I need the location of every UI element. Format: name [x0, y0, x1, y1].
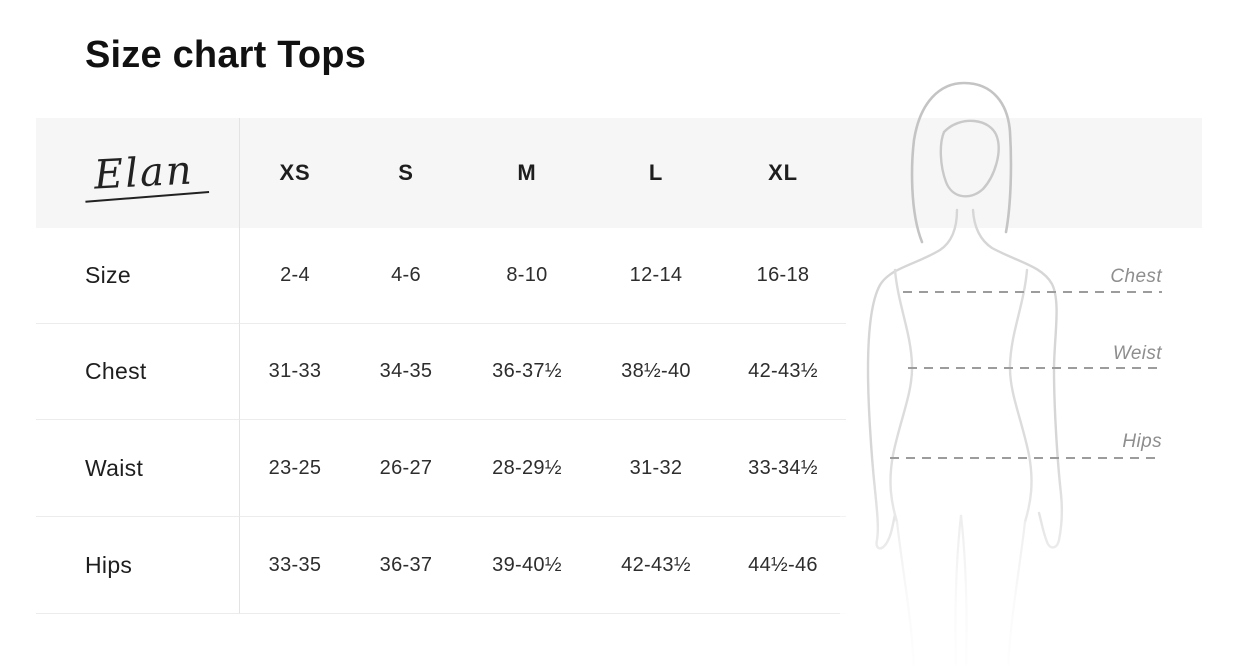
brand-logo: Elan	[85, 147, 209, 203]
row-label-waist: Waist	[36, 420, 240, 517]
figure-fade-overlay	[840, 450, 1180, 666]
page-title: Size chart Tops	[85, 34, 367, 76]
table-cell: 31-33	[240, 324, 350, 420]
table-cell: 36-37	[350, 517, 462, 614]
table-cell: 42-43½	[720, 324, 846, 420]
column-header-s: S	[398, 160, 414, 185]
brand-logo-cell: Elan	[36, 118, 240, 228]
hips-measure-label: Hips	[1122, 431, 1162, 452]
table-cell: 34-35	[350, 324, 462, 420]
brand-logo-text: Elan	[92, 147, 195, 199]
table-cell: 42-43½	[592, 517, 720, 614]
figure-hair	[910, 81, 1013, 244]
table-cell: 38½-40	[592, 324, 720, 420]
table-header-band	[36, 118, 1202, 228]
column-header-xs: XS	[279, 160, 311, 185]
figure-face	[939, 119, 1000, 198]
column-header-xl: XL	[768, 160, 798, 185]
row-label-hips: Hips	[36, 517, 240, 614]
size-chart-table: Elan XS S M L XL Size 2-4 4-6 8-10 12-14…	[36, 118, 846, 614]
table-cell: 33-35	[240, 517, 350, 614]
table-cell: 23-25	[240, 420, 350, 517]
row-label-size: Size	[36, 228, 240, 324]
column-header-l: L	[648, 160, 664, 185]
chest-measure-label: Chest	[1110, 266, 1162, 287]
table-cell: 26-27	[350, 420, 462, 517]
table-cell: 36-37½	[462, 324, 592, 420]
table-cell: 44½-46	[720, 517, 846, 614]
table-cell: 31-32	[592, 420, 720, 517]
measurement-dashed-lines	[890, 291, 1162, 459]
table-cell: 16-18	[720, 228, 846, 324]
column-header-m: M	[517, 160, 537, 185]
table-cell: 2-4	[240, 228, 350, 324]
table-cell: 39-40½	[462, 517, 592, 614]
waist-measure-label: Weist	[1112, 343, 1162, 364]
table-cell: 8-10	[462, 228, 592, 324]
table-cell: 4-6	[350, 228, 462, 324]
female-figure-illustration	[840, 81, 1180, 666]
table-cell: 28-29½	[462, 420, 592, 517]
table-cell: 33-34½	[720, 420, 846, 517]
row-label-chest: Chest	[36, 324, 240, 420]
table-cell: 12-14	[592, 228, 720, 324]
